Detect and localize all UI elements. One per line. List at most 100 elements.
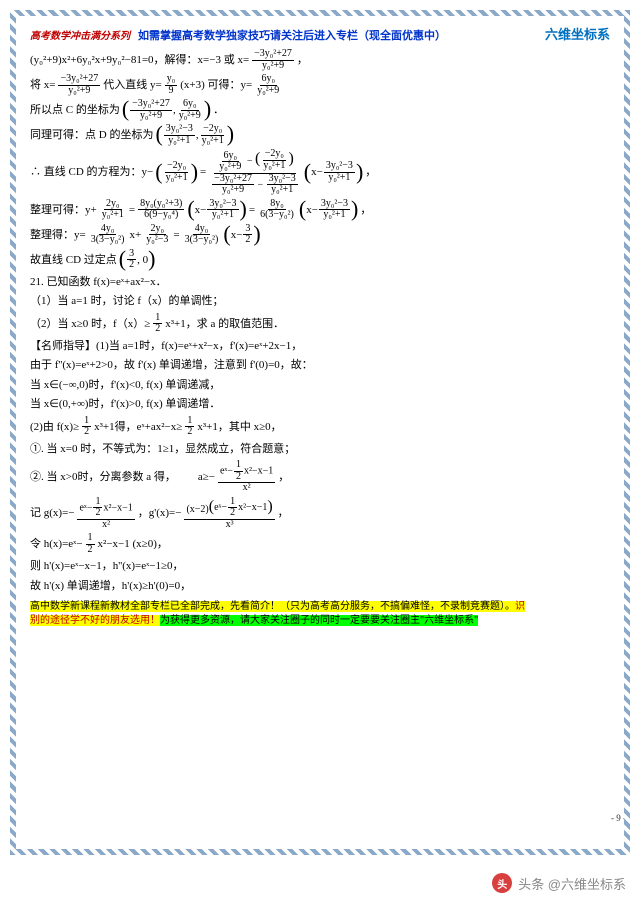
- numerator: 6y₀: [260, 74, 278, 86]
- numerator: −2y₀: [201, 124, 224, 136]
- numerator: −3y₀²+27: [58, 74, 100, 86]
- text: 所以点 C 的坐标为: [30, 102, 120, 119]
- math-line: 同理可得：点 D 的坐标为 ( 3y₀²−3y₀²+1, −2y₀y₀²+1 ): [30, 124, 610, 146]
- denominator: 2: [228, 508, 237, 519]
- denominator: y₀²+9: [255, 86, 281, 97]
- denominator: y₀²+9: [260, 61, 286, 72]
- text: , 0: [137, 252, 148, 269]
- numerator: eˣ−12x²−x−1: [218, 460, 275, 483]
- text: 整理可得：y+: [30, 202, 97, 219]
- text: 【名师指导】(1)当 a=1时，f(x)=eˣ+x²−x，f'(x)=eˣ+2x…: [30, 338, 302, 355]
- header-brand: 六维坐标系: [545, 24, 610, 43]
- math-line: (y₀²+9)x²+6y₀²x+9y₀²−81=0，解得：x=−3 或 x= −…: [30, 49, 610, 71]
- numerator: −3y₀²+27: [130, 99, 172, 111]
- text: 故直线 CD 过定点: [30, 252, 117, 269]
- text: 整理得：y=: [30, 227, 86, 244]
- denominator: y₀²+1: [326, 173, 352, 184]
- text: （1）当 a=1 时，讨论 f（x）的单调性；: [30, 293, 224, 310]
- watermark: 头 头条 @六维坐标系: [492, 873, 626, 893]
- text: −: [247, 156, 253, 167]
- text: x²−x−1: [238, 503, 267, 514]
- footer-text: 为获得更多资源，请大家关注圈子的同时一定要要关注圈主"六维坐标系": [160, 615, 478, 626]
- guide-line: 【名师指导】(1)当 a=1时，f(x)=eˣ+x²−x，f'(x)=eˣ+2x…: [30, 338, 610, 355]
- text: 当 x∈(0,+∞)时，f'(x)>0, f(x) 单调递增．: [30, 396, 220, 413]
- denominator: y₀²−3: [144, 235, 170, 246]
- denominator: 9: [166, 86, 175, 97]
- denominator: x²: [100, 520, 112, 531]
- denominator: y₀²+1: [164, 173, 190, 184]
- text: 令 h(x)=eˣ−: [30, 536, 83, 553]
- text: 当 x∈(−∞,0)时，f'(x)<0, f(x) 单调递减，: [30, 377, 220, 394]
- guide-line: 由于 f''(x)=eˣ+2>0，故 f'(x) 单调递增，注意到 f'(0)=…: [30, 357, 610, 374]
- denominator: y₀²+1: [321, 210, 347, 221]
- guide-line: (2)由 f(x)≥ 12 x³+1得，eˣ+ax²−x≥ 12 x³+1，其中…: [30, 416, 610, 438]
- document-body: (y₀²+9)x²+6y₀²x+9y₀²−81=0，解得：x=−3 或 x= −…: [30, 49, 610, 628]
- guide-line: ①. 当 x=0 时，不等式为：1≥1，显然成立，符合题意；: [30, 441, 610, 458]
- text: (2)由 f(x)≥: [30, 419, 79, 436]
- text: ①. 当 x=0 时，不等式为：1≥1，显然成立，符合题意；: [30, 441, 295, 458]
- text: eˣ−: [220, 466, 233, 477]
- denominator: y₀²+9: [220, 185, 246, 196]
- math-line: 将 x= −3y₀²+27y₀²+9 代入直线 y= y₀9 (x+3) 可得：…: [30, 74, 610, 96]
- text: x²−x−1: [244, 466, 273, 477]
- text: eˣ−: [79, 502, 92, 513]
- denominator: 2: [243, 235, 252, 246]
- guide-line: 故 h'(x) 单调递增，h'(x)≥h'(0)=0，: [30, 578, 610, 595]
- text: ∴ 直线 CD 的方程为：y−: [30, 164, 153, 181]
- text: x−: [231, 227, 243, 244]
- denominator: y₀²+9: [177, 111, 203, 122]
- denominator: 2: [127, 260, 136, 271]
- denominator: 2: [153, 324, 162, 335]
- guide-line: 记 g(x)=− eˣ−12x²−x−1 x² ，g'(x)=− (x−2)(e…: [30, 497, 610, 531]
- numerator: 3y₀²−3: [164, 124, 195, 136]
- math-line: 整理得：y= 4y₀3(3−y₀²) x+ 2y₀y₀²−3 = 4y₀3(3−…: [30, 224, 610, 246]
- text: =: [173, 227, 179, 244]
- math-line: 所以点 C 的坐标为 ( −3y₀²+27y₀²+9, 6y₀y₀²+9 )．: [30, 99, 610, 121]
- denominator: y₀²+9: [66, 86, 92, 97]
- text: ②. 当 x>0时，分离参数 a 得，: [30, 469, 176, 486]
- text: (y₀²+9)x²+6y₀²x+9y₀²−81=0，解得：x=−3 或 x=: [30, 52, 249, 69]
- guide-line: 当 x∈(0,+∞)时，f'(x)>0, f(x) 单调递增．: [30, 396, 610, 413]
- numerator: (x−2)(eˣ−12x²−x−1): [184, 497, 274, 520]
- denominator: y₀²+9: [217, 162, 243, 173]
- text: x−: [195, 202, 207, 219]
- question-21: 21. 已知函数 f(x)=eˣ+ax²−x．: [30, 274, 610, 291]
- denominator: 2: [93, 508, 102, 519]
- text: =: [249, 202, 255, 219]
- text: x−: [311, 164, 323, 181]
- denominator: −3y₀²+27y₀²+9 − 3y₀²−3y₀²+1: [209, 174, 301, 196]
- text: (x+3) 可得：y=: [180, 77, 252, 94]
- watermark-icon: 头: [492, 873, 512, 893]
- denominator: y₀²+1: [166, 136, 192, 147]
- numerator: y₀: [165, 74, 178, 86]
- text: 则 h'(x)=eˣ−x−1，h''(x)=eˣ−1≥0，: [30, 558, 184, 575]
- denominator: y₀²+1: [200, 136, 226, 147]
- text: 代入直线 y=: [103, 77, 161, 94]
- text: 由于 f''(x)=eˣ+2>0，故 f'(x) 单调递增，注意到 f'(0)=…: [30, 357, 313, 374]
- denominator: 6(3−y₀²): [258, 210, 296, 221]
- numerator: 6y₀: [181, 99, 199, 111]
- text: a≥−: [198, 469, 215, 486]
- text: 同理可得：点 D 的坐标为: [30, 127, 153, 144]
- denominator: 3(3−y₀²): [89, 235, 127, 246]
- numerator: 6y₀y₀²+9 − (−2y₀y₀²+1): [214, 149, 296, 174]
- text: 21. 已知函数 f(x)=eˣ+ax²−x．: [30, 274, 167, 291]
- guide-line: 则 h'(x)=eˣ−x−1，h''(x)=eˣ−1≥0，: [30, 558, 610, 575]
- text: x−: [306, 202, 318, 219]
- text: eˣ−: [214, 503, 227, 514]
- text: x²−x−1 (x≥0)，: [98, 536, 168, 553]
- text: 记 g(x)=−: [30, 505, 74, 522]
- denominator: x³: [224, 520, 236, 531]
- text: （2）当 x≥0 时，f（x）≥: [30, 316, 150, 333]
- text: x³+1，求 a 的取值范围．: [165, 316, 284, 333]
- guide-line: ②. 当 x>0时，分离参数 a 得， a≥− eˣ−12x²−x−1 x² ，: [30, 460, 610, 494]
- denominator: y₀²+1: [269, 185, 295, 196]
- denominator: x²: [241, 483, 253, 494]
- footer-text: 别的途径学不好的朋友选用！: [30, 615, 160, 626]
- math-line: 整理可得：y+ 2y₀y₀²+1 = 8y₀(y₀²+3)6(9−y₀⁴) (x…: [30, 199, 610, 221]
- watermark-text: 头条 @六维坐标系: [518, 874, 626, 893]
- text: x+: [130, 227, 142, 244]
- question-21-2: （2）当 x≥0 时，f（x）≥ 12 x³+1，求 a 的取值范围．: [30, 313, 610, 335]
- math-line: ∴ 直线 CD 的方程为：y− ( −2y₀y₀²+1 ) = 6y₀y₀²+9…: [30, 149, 610, 196]
- numerator: eˣ−12x²−x−1: [77, 497, 134, 520]
